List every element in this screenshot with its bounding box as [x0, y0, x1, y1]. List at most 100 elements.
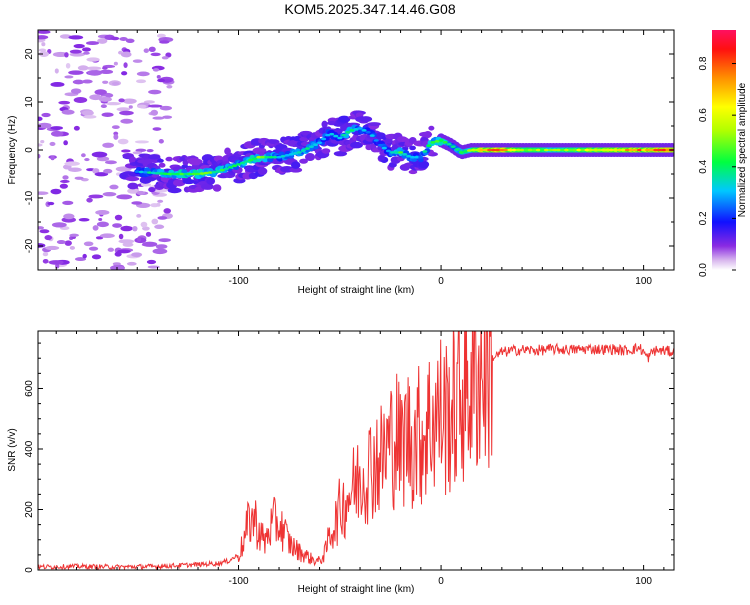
ridge-peak [280, 154, 286, 158]
chart-title: KOM5.2025.347.14.46.G08 [284, 1, 455, 17]
spectrogram-xtick-label: 100 [635, 276, 652, 287]
ridge-peak [580, 148, 586, 152]
ridge-peak [588, 148, 594, 152]
ridge-peak [264, 155, 270, 159]
ridge-peak [244, 160, 250, 163]
noise-blob [39, 229, 50, 234]
ridge-halo [423, 130, 432, 139]
noise-blob [120, 225, 133, 232]
noise-blob [136, 71, 150, 77]
noise-blob [38, 116, 43, 121]
noise-blob [100, 104, 107, 109]
noise-blob [143, 48, 149, 53]
ridge-peak [462, 150, 468, 153]
ridge-halo [257, 167, 268, 176]
noise-blob [145, 231, 152, 237]
noise-blob [77, 65, 89, 71]
noise-blob [111, 125, 120, 130]
ridge-peak [418, 155, 424, 159]
ridge-peak [256, 155, 262, 159]
noise-blob [131, 201, 143, 205]
colorbar-tick-label: 0.4 [698, 159, 709, 173]
noise-blob [41, 42, 46, 47]
noise-blob [50, 188, 62, 195]
ridge-peak [236, 163, 242, 166]
ridge-peak [491, 148, 497, 152]
ridge-peak [410, 155, 416, 159]
snr-ylabel: SNR (v/v) [7, 428, 18, 471]
noise-blob [40, 140, 45, 144]
noise-blob [73, 43, 85, 49]
noise-blob [146, 149, 154, 153]
noise-blob [127, 188, 140, 194]
ridge-halo [289, 167, 303, 173]
ridge-peak [608, 148, 614, 152]
ridge-peak [337, 136, 343, 140]
ridge-peak [195, 172, 201, 176]
noise-blob [91, 151, 108, 158]
spectrogram-ylabel: Frequency (Hz) [7, 116, 18, 185]
ridge-peak [535, 148, 541, 152]
noise-blob [117, 138, 129, 145]
spectrogram-ytick-label: 0 [24, 147, 35, 153]
spectrogram-ytick-label: 20 [24, 48, 35, 60]
noise-blob [117, 266, 125, 270]
ridge-peak [483, 148, 489, 152]
noise-blob [59, 183, 68, 189]
noise-blob [156, 33, 166, 38]
ridge-peak [381, 146, 387, 150]
noise-blob [98, 96, 112, 102]
noise-blob [64, 161, 80, 166]
noise-blob [94, 172, 109, 177]
noise-blob [44, 235, 53, 241]
ridge-peak [641, 148, 647, 152]
noise-blob [74, 176, 84, 180]
snr-panel: -100 0 100 0 200 400 600 Height of straight li… [7, 330, 675, 595]
noise-blob [54, 68, 59, 74]
colorbar-gradient [712, 30, 736, 270]
ridge-peak [568, 148, 574, 152]
ridge-peak [414, 155, 420, 159]
ridge-peak [333, 134, 339, 138]
noise-blob [84, 158, 90, 162]
noise-blob [118, 239, 135, 244]
ridge-halo [418, 160, 430, 169]
ridge-peak [272, 155, 278, 159]
noise-blob [86, 66, 102, 71]
noise-blob [94, 89, 107, 96]
noise-blob [50, 155, 55, 161]
noise-blob [81, 110, 94, 116]
noise-blob [102, 191, 117, 197]
ridge-peak [373, 139, 379, 142]
ridge-peak [199, 172, 205, 175]
noise-blob [134, 140, 149, 144]
noise-blob [38, 191, 49, 195]
noise-blob [82, 253, 87, 259]
ridge-peak [134, 170, 140, 173]
ridge-peak [628, 148, 634, 152]
noise-blob [68, 70, 84, 75]
noise-blob [116, 107, 131, 112]
ridge-peak [284, 153, 290, 157]
noise-blob [92, 168, 100, 174]
ridge-peak [572, 148, 578, 152]
ridge-peak [475, 148, 481, 152]
ridge-peak [260, 155, 266, 159]
ridge-halo [201, 183, 214, 190]
noise-blob [120, 118, 134, 124]
ridge-peak [604, 148, 610, 152]
noise-blob [156, 202, 161, 207]
ridge-peak [543, 148, 549, 152]
ridge-halo [127, 182, 139, 190]
noise-blob [38, 30, 51, 34]
ridge-halo [182, 178, 196, 185]
noise-blob [38, 153, 41, 159]
spectrogram-xlabel: Height of straight line (km) [298, 285, 415, 296]
ridge-peak [268, 155, 274, 159]
spectrogram-ytick-label: 10 [24, 96, 35, 108]
noise-blob [155, 244, 168, 249]
ridge-peak [276, 155, 282, 159]
noise-blob [102, 142, 114, 148]
noise-blob [85, 41, 100, 46]
